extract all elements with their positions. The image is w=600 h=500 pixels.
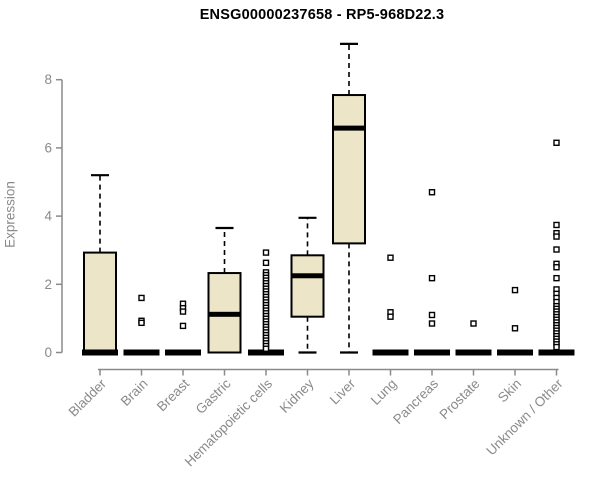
zero-bar xyxy=(414,349,450,356)
outlier-point xyxy=(553,343,560,351)
boxplot-skin xyxy=(497,286,533,356)
boxplot-bladder xyxy=(82,174,118,356)
outlier-point xyxy=(428,189,436,196)
outlier-point xyxy=(553,246,560,253)
boxplot-gastric xyxy=(207,226,242,354)
zero-bar xyxy=(497,349,533,356)
zero-bar xyxy=(248,349,284,356)
median-line xyxy=(333,125,365,131)
x-tick-label-gastric: Gastric xyxy=(193,376,234,417)
boxplot-lung xyxy=(372,254,409,356)
outlier-point xyxy=(138,294,145,302)
x-tick-label-kidney: Kidney xyxy=(277,376,317,416)
zero-bar xyxy=(123,349,160,356)
outlier-point xyxy=(553,233,560,240)
x-tick-label-skin: Skin xyxy=(495,376,524,405)
outlier-point xyxy=(179,322,187,330)
outlier-point xyxy=(511,325,519,332)
boxplot-hematopoietic-cells xyxy=(248,249,284,356)
x-tick-label-pancreas: Pancreas xyxy=(390,376,441,427)
outlier-point xyxy=(428,274,436,282)
outlier-point xyxy=(387,313,394,320)
outlier-point xyxy=(428,320,436,327)
x-tick-label-liver: Liver xyxy=(327,376,359,408)
outlier-point xyxy=(262,259,270,267)
outlier-point xyxy=(553,264,560,271)
box-body xyxy=(332,94,366,245)
outlier-point xyxy=(511,286,519,294)
boxplot-prostate xyxy=(455,320,492,356)
y-axis: 0 2 4 6 8 xyxy=(44,72,63,360)
median-line xyxy=(208,311,241,317)
y-tick-label: 2 xyxy=(44,277,52,292)
median-line xyxy=(291,273,324,279)
outlier-point xyxy=(470,320,477,327)
x-tick-label-breast: Breast xyxy=(154,376,192,414)
box-body xyxy=(290,254,325,318)
x-tick-label-bladder: Bladder xyxy=(66,376,110,420)
zero-bar xyxy=(165,349,201,356)
boxplot-liver xyxy=(332,42,366,354)
zero-bar xyxy=(372,349,409,356)
x-tick-label-prostate: Prostate xyxy=(436,376,482,422)
outlier-point xyxy=(387,254,394,261)
outlier-point xyxy=(138,319,145,327)
outlier-point xyxy=(179,308,187,315)
boxplot-kidney xyxy=(290,216,325,354)
zero-bar xyxy=(455,349,492,356)
outlier-point xyxy=(428,311,436,319)
x-tick-label-lung: Lung xyxy=(368,376,400,408)
boxplot-pancreas xyxy=(414,189,450,356)
outlier-point xyxy=(553,221,560,229)
x-tick-label-brain: Brain xyxy=(118,376,151,409)
box-body xyxy=(83,251,117,354)
outlier-point xyxy=(553,139,560,146)
chart-title: ENSG00000237658 - RP5-968D22.3 xyxy=(199,7,445,23)
y-tick-label: 8 xyxy=(44,72,52,87)
boxplot-unknown-other xyxy=(538,139,575,356)
y-tick-label: 4 xyxy=(44,209,52,224)
outlier-point xyxy=(262,345,270,352)
boxplot-brain xyxy=(123,294,160,356)
outlier-point xyxy=(553,274,560,282)
outlier-point xyxy=(262,249,270,256)
y-tick-label: 0 xyxy=(44,345,52,360)
boxplot-breast xyxy=(165,300,201,356)
median-line xyxy=(82,349,118,356)
x-tick-label-unknown-other: Unknown / Other xyxy=(483,376,566,459)
y-tick-label: 6 xyxy=(44,140,52,155)
zero-bar xyxy=(538,349,575,356)
